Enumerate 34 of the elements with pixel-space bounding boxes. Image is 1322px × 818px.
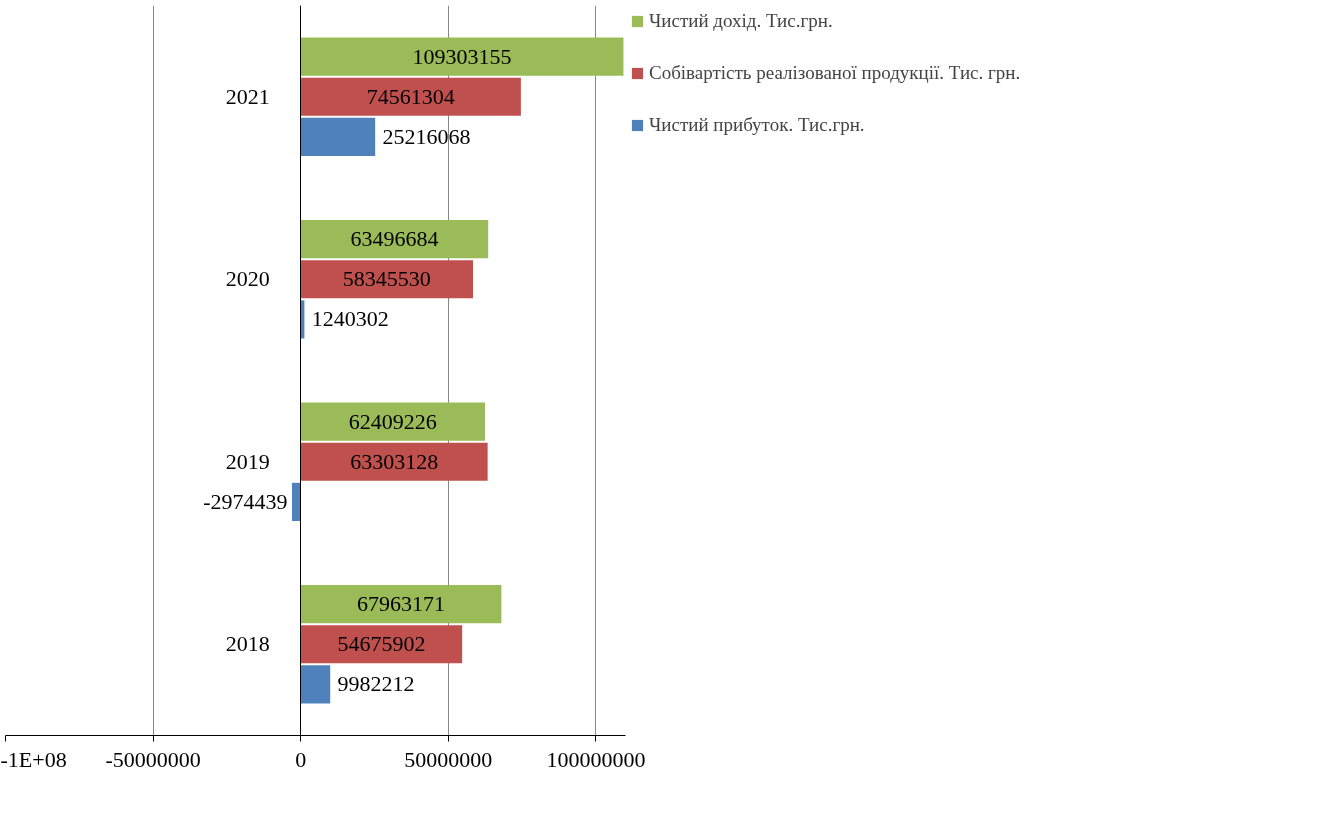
y-tick-label: 2020: [225, 266, 270, 292]
data-label: 63303128: [350, 448, 439, 474]
x-tick-label: 100000000: [546, 746, 646, 772]
x-tick-label: 0: [295, 746, 307, 772]
data-label: 67963171: [357, 591, 446, 617]
legend-label: Чистий дохід. Тис.грн.: [649, 10, 833, 32]
data-label: 63496684: [350, 226, 439, 252]
data-label: 74561304: [366, 83, 455, 109]
y-tick-label: 2018: [225, 631, 270, 657]
bar: [300, 585, 502, 624]
bar: [300, 77, 521, 116]
x-tick-label: 50000000: [404, 746, 493, 772]
data-label: 58345530: [342, 266, 431, 292]
x-tick-label: -1E+08: [0, 746, 67, 772]
data-label: 109303155: [412, 43, 512, 69]
x-tick-label: -50000000: [105, 746, 201, 772]
bar: [300, 37, 624, 76]
data-label: 9982212: [337, 671, 415, 697]
bar: [300, 665, 331, 704]
bar: [291, 482, 301, 521]
bar: [300, 117, 376, 156]
bar: [300, 402, 485, 441]
data-label: 62409226: [348, 408, 437, 434]
bar: [300, 260, 473, 299]
bar: [300, 442, 488, 481]
data-label: 25216068: [382, 123, 471, 149]
data-label: 54675902: [337, 631, 426, 657]
legend-label: Собівартість реалізованої продукції. Тис. грн.: [649, 62, 1021, 84]
bar: [300, 220, 489, 259]
y-tick-label: 2019: [225, 448, 270, 474]
y-tick-label: 2021: [225, 83, 270, 109]
legend-label: Чистий прибуток. Тис.грн.: [649, 114, 865, 136]
data-label: -2974439: [203, 488, 288, 514]
data-label: 1240302: [311, 306, 389, 332]
